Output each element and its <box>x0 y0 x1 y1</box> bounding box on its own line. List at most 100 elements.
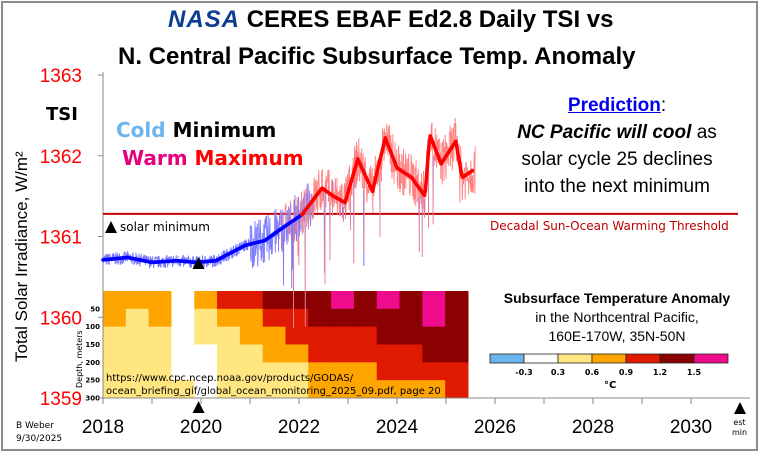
heatmap-cell <box>103 344 127 363</box>
smoothed-tsi-segment <box>423 175 429 192</box>
heatmap-cell <box>217 344 241 363</box>
y-tick-label: 1359 <box>40 389 82 410</box>
heatmap-cell <box>445 362 469 381</box>
heatmap-cell <box>445 326 469 345</box>
heatmap-cell <box>331 308 355 328</box>
x-tick-label: 2024 <box>376 417 419 438</box>
heatmap-cell <box>262 344 286 363</box>
y-tick-label: 1361 <box>40 228 82 249</box>
x-tick-label: 2022 <box>278 417 320 438</box>
x-tick-label: 2030 <box>670 417 712 438</box>
heatmap-cell <box>125 308 150 328</box>
heatmap-cell <box>217 362 241 381</box>
heatmap-cell <box>376 344 401 363</box>
heatmap-cell <box>445 291 469 310</box>
x-tick-label: 2018 <box>82 417 124 438</box>
x-tick-label: 2026 <box>474 417 516 438</box>
threshold-label: Decadal Sun-Ocean Warming Threshold <box>490 219 729 233</box>
heatmap-cell <box>399 291 423 310</box>
legend-swatch <box>557 353 593 364</box>
heatmap-cell <box>376 291 401 310</box>
solar-minimum-legend-marker <box>105 221 117 233</box>
depth-tick-label: 50 <box>90 305 100 313</box>
legend-bin-label: 0.6 <box>585 368 600 377</box>
legend-bin-label: 1.5 <box>687 368 702 377</box>
heatmap-cell <box>217 308 241 328</box>
warm-maximum-label: Warm Maximum <box>122 146 304 170</box>
heatmap-cell <box>262 380 286 399</box>
heatmap-cell <box>239 362 264 381</box>
heatmap-cell <box>148 344 172 363</box>
heatmap-cell <box>422 308 446 328</box>
y-tick-label: 1360 <box>40 308 82 329</box>
smoothed-tsi-segment <box>425 151 431 168</box>
depth-axis-title: Depth, meters <box>75 330 84 388</box>
heatmap-cell <box>399 308 423 328</box>
heatmap-cell <box>171 291 195 310</box>
y-tick-label: 1362 <box>40 147 82 168</box>
heatmap-cell <box>353 291 378 310</box>
cold-minimum-label: Cold Minimum <box>116 118 277 142</box>
smoothed-tsi-segment <box>469 168 475 174</box>
heatmap-cell <box>171 362 195 381</box>
x-tick-label: 2028 <box>572 417 614 438</box>
heatmap-cell <box>399 380 423 399</box>
heatmap-cell <box>445 344 469 363</box>
heatmap-cell <box>125 362 150 381</box>
heatmap-cell <box>125 380 150 399</box>
x-tick-label: 2020 <box>180 417 222 438</box>
heatmap-cell <box>262 291 286 310</box>
heatmap-cell <box>239 326 264 345</box>
heatmap-cell <box>103 291 127 310</box>
y-axis-title: Total Solar Irradiance, W/m² <box>12 151 31 362</box>
heatmap-cell <box>422 380 446 399</box>
depth-tick-label: 250 <box>85 377 100 385</box>
heatmap-cell <box>353 308 378 328</box>
prediction-link[interactable]: Prediction <box>567 95 661 116</box>
heatmap-cell <box>217 380 241 399</box>
solar-minimum-label: solar minimum <box>120 220 210 234</box>
heatmap-cell <box>308 344 332 363</box>
est-min-label: est min <box>732 418 748 437</box>
tsi-label: TSI <box>46 104 78 125</box>
heatmap-cell <box>148 362 172 381</box>
heatmap-cell <box>308 380 332 399</box>
heatmap-cell <box>399 326 423 345</box>
smoothed-tsi-segment <box>424 163 430 180</box>
legend-bin-label: 0.3 <box>551 368 565 377</box>
heatmap-cell <box>285 362 309 381</box>
heatmap-cell <box>376 326 401 345</box>
heatmap-cell <box>148 291 172 310</box>
heatmap-cell <box>148 380 172 399</box>
heatmap-cell <box>194 326 218 345</box>
depth-tick-label: 200 <box>85 359 100 367</box>
heatmap-cell <box>422 362 446 381</box>
heatmap-cell <box>353 362 378 381</box>
prediction-text: Prediction: NC Pacific will cool as sola… <box>517 95 717 197</box>
heatmap-cell <box>125 326 150 345</box>
heatmap-cell <box>103 308 127 328</box>
heatmap-cell <box>125 291 150 310</box>
heatmap-cell <box>194 291 218 310</box>
legend-bin-label: 0.9 <box>619 368 634 377</box>
depth-tick-label: 300 <box>85 395 100 403</box>
heatmap-cell <box>399 362 423 381</box>
heatmap-cell <box>285 308 309 328</box>
solar-minimum-axis-marker <box>192 401 205 413</box>
heatmap-cell <box>285 380 309 399</box>
depth-tick-label: 150 <box>85 341 100 349</box>
heatmap-cell <box>171 326 195 345</box>
heatmap-cell <box>148 326 172 345</box>
heatmap-cell <box>194 362 218 381</box>
heatmap-cell <box>148 308 172 328</box>
heatmap-cell <box>353 344 378 363</box>
heatmap-cell <box>285 326 309 345</box>
legend-swatch <box>523 353 559 364</box>
heatmap-cell <box>217 291 241 310</box>
heatmap-cell <box>445 380 469 399</box>
heatmap-cell <box>217 326 241 345</box>
heatmap-cell <box>171 308 195 328</box>
